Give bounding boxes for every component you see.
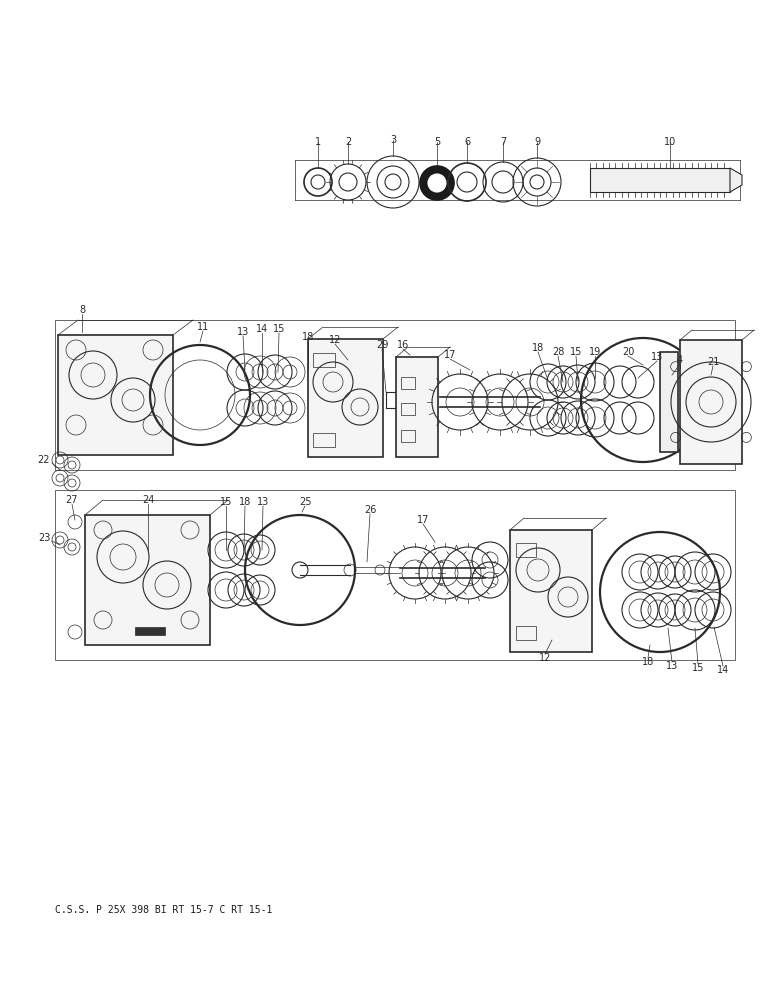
Bar [313,433,335,447]
Bar [58,335,173,455]
Text: 10: 10 [664,137,676,147]
Text: 13: 13 [257,497,269,507]
Text: 28: 28 [552,347,564,357]
Bar [590,168,730,192]
Bar [313,353,335,367]
Text: 7: 7 [500,137,506,147]
Text: 24: 24 [142,495,154,505]
Text: 12: 12 [329,335,341,345]
Text: 5: 5 [434,137,440,147]
Bar [401,377,415,389]
Text: 27: 27 [66,495,78,505]
Circle shape [428,174,446,192]
Text: 19: 19 [589,347,601,357]
Polygon shape [730,168,742,192]
Text: 17: 17 [444,350,456,360]
Bar [516,543,536,557]
Text: 13: 13 [651,352,663,362]
Text: 22: 22 [38,455,50,465]
Text: 12: 12 [539,653,551,663]
Bar [510,530,592,652]
Text: 15: 15 [220,497,232,507]
Text: 6: 6 [464,137,470,147]
Bar [401,430,415,442]
Text: 9: 9 [534,137,540,147]
Text: 13: 13 [237,327,249,337]
Text: C.S.S. P 25X 398 BI RT 15-7 C RT 15-1: C.S.S. P 25X 398 BI RT 15-7 C RT 15-1 [55,905,273,915]
Bar [401,403,415,415]
Text: 26: 26 [364,505,376,515]
Text: 11: 11 [197,322,209,332]
Bar [85,515,210,645]
Text: 18: 18 [642,657,654,667]
Text: 3: 3 [390,135,396,145]
Bar [660,352,678,452]
Text: 13: 13 [666,661,678,671]
Text: 29: 29 [376,340,388,350]
Text: 18: 18 [239,497,251,507]
Text: 15: 15 [570,347,582,357]
Text: 23: 23 [38,533,50,543]
Text: 15: 15 [692,663,704,673]
Circle shape [420,166,454,200]
Text: 4: 4 [677,355,683,365]
Text: 25: 25 [299,497,311,507]
Text: 21: 21 [707,357,720,367]
Text: 16: 16 [397,340,409,350]
Bar [135,627,165,635]
Text: 15: 15 [273,324,285,334]
Text: 17: 17 [417,515,429,525]
Bar [308,339,383,457]
Text: 14: 14 [717,665,729,675]
Text: 14: 14 [256,324,268,334]
Text: 20: 20 [621,347,634,357]
Text: 1: 1 [315,137,321,147]
Text: 8: 8 [79,305,85,315]
Bar [680,340,742,464]
Text: 18: 18 [532,343,544,353]
Text: 18: 18 [302,332,314,342]
Bar [396,357,438,457]
Text: 2: 2 [345,137,351,147]
Bar [516,626,536,640]
